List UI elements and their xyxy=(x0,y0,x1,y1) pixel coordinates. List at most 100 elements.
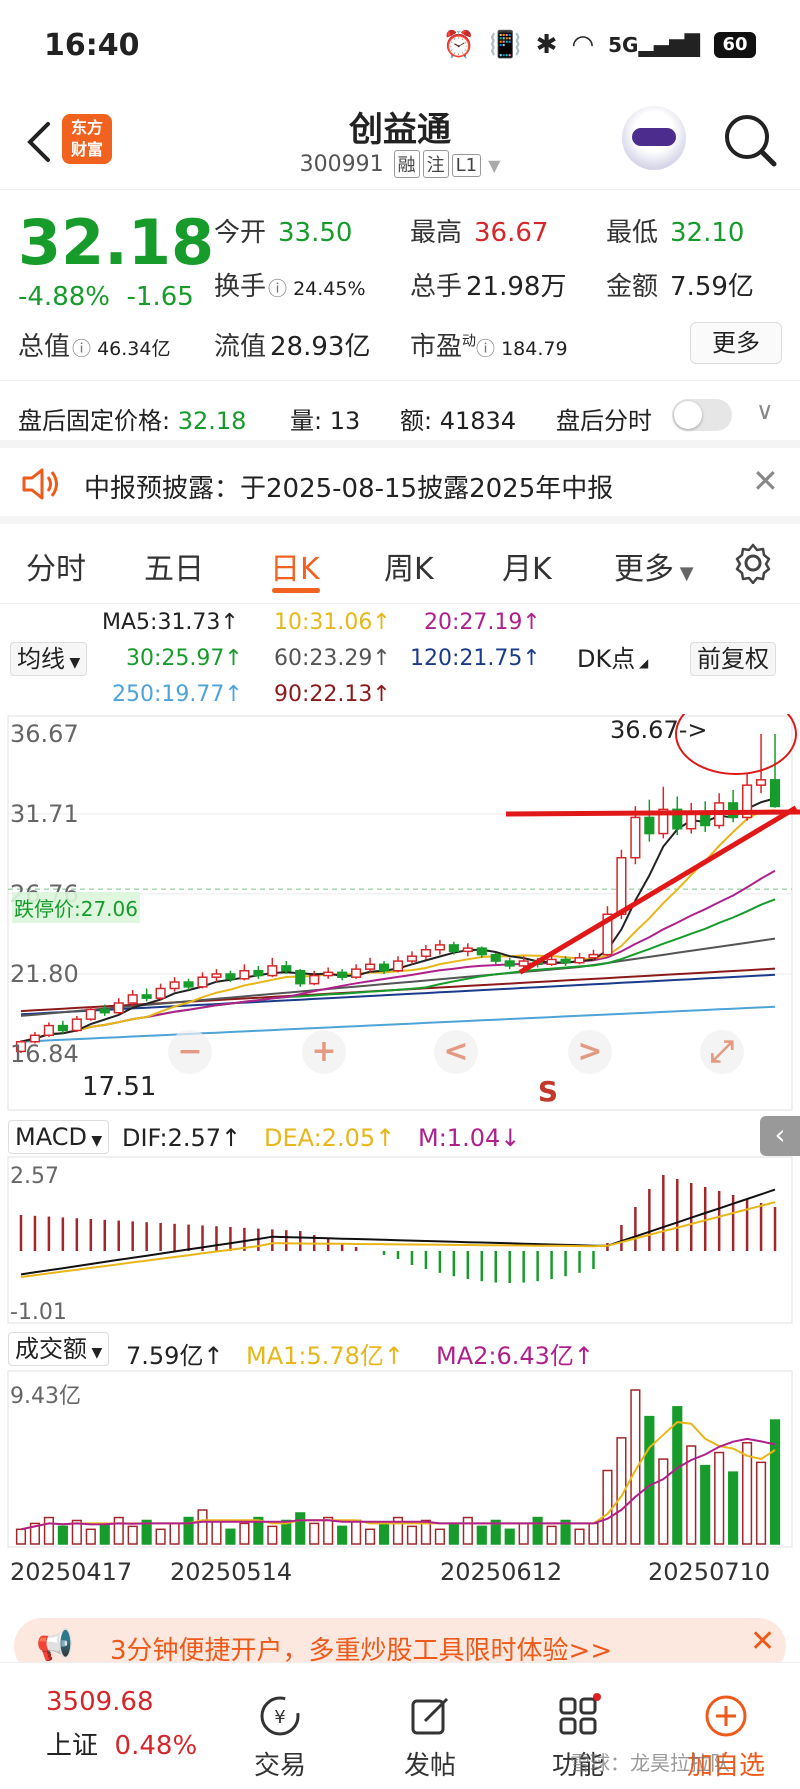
after-hours-toggle[interactable] xyxy=(672,399,732,431)
x-label-1: 20250417 xyxy=(10,1558,133,1586)
tab-daily-k[interactable]: 日K xyxy=(270,552,320,587)
stock-code-line[interactable]: 300991 融注 L1 ▼ xyxy=(0,150,800,178)
logo-text-top: 东方 xyxy=(70,118,103,137)
index-ticker[interactable]: 3509.68 上证 0.48% xyxy=(46,1687,216,1762)
nav-post-label: 发帖 xyxy=(403,1751,456,1781)
candle-body xyxy=(742,784,753,819)
candle-body xyxy=(392,960,404,972)
nav-trade-label: 交易 xyxy=(253,1751,306,1781)
tab-monthly-k[interactable]: 月K xyxy=(502,552,552,587)
promo-text: 3分钟便捷开户，多重炒股工具限时体验>> xyxy=(110,1636,613,1666)
dk-point-button[interactable]: DK点 ◢ xyxy=(570,642,656,676)
volume-ma1-label: MA1:5.78亿↑ xyxy=(246,1342,405,1370)
notice-bar[interactable]: 中报预披露：于2025-08-15披露2025年中报 ✕ xyxy=(0,448,800,524)
y-tick-label: 31.71 xyxy=(10,800,79,828)
more-quote-button[interactable]: 更多 xyxy=(690,322,782,364)
status-time: 16:40 xyxy=(44,28,140,63)
volume-bar xyxy=(141,1519,152,1545)
volume-bar xyxy=(560,1519,571,1545)
ma-select-button[interactable]: 均线 ▼ xyxy=(10,642,88,676)
tag-margin: 融 xyxy=(393,150,420,178)
chart-tool-3[interactable]: S xyxy=(537,1075,559,1108)
low-value: 32.10 xyxy=(670,218,745,248)
annotation-trend-line xyxy=(518,805,798,975)
volume-bar xyxy=(351,1519,362,1545)
candle-body xyxy=(295,969,306,985)
volume-header: 成交额 ▼ 7.59亿↑ MA1:5.78亿↑ MA2:6.43亿↑ xyxy=(0,1328,800,1370)
volume-bar xyxy=(43,1516,54,1545)
settings-gear-icon[interactable] xyxy=(732,542,774,584)
candle-body xyxy=(616,857,627,916)
ma-select-label: 均线 xyxy=(17,645,65,673)
ma-legend: MA5:31.73↑ 10:31.06↑ 20:27.19↑ 均线 ▼ 30:2… xyxy=(0,604,800,714)
dropdown-triangle-icon: ▼ xyxy=(488,156,501,175)
nav-add-watchlist[interactable]: 加自选 xyxy=(666,1693,786,1782)
volume-bar xyxy=(714,1451,725,1545)
close-icon[interactable]: ✕ xyxy=(752,462,779,500)
nav-add-watchlist-label: 加自选 xyxy=(686,1751,765,1781)
ma60-line xyxy=(20,937,776,1017)
pe-value: 184.79 xyxy=(501,338,568,360)
macd-select-button[interactable]: MACD ▼ xyxy=(8,1120,110,1154)
after-hours-toggle-label: 盘后分时 xyxy=(556,407,652,435)
volume-bar xyxy=(574,1528,585,1545)
info-icon[interactable]: ⓘ xyxy=(476,338,502,360)
ma120-line xyxy=(20,973,776,1016)
period-tabs: 分时 五日 日K 周K 月K 更多 ▼ xyxy=(0,524,800,604)
volume-bar xyxy=(281,1519,292,1545)
volume-bar xyxy=(434,1528,445,1545)
candle-body xyxy=(15,1040,27,1053)
candle-body xyxy=(239,969,250,980)
ma20-label: 20:27.19↑ xyxy=(424,610,541,635)
volume-bar xyxy=(518,1522,529,1545)
dk-point-label: DK点 xyxy=(577,645,636,673)
tab-weekly-k[interactable]: 周K xyxy=(384,552,434,587)
nav-trade[interactable]: ¥ 交易 xyxy=(220,1693,340,1782)
index-value: 3509.68 xyxy=(46,1687,154,1717)
amount-label: 金额 xyxy=(606,272,659,302)
volume-bar xyxy=(99,1522,110,1545)
close-icon[interactable]: ✕ xyxy=(750,1624,776,1659)
info-icon[interactable]: ⓘ xyxy=(268,278,294,300)
tab-more[interactable]: 更多 ▼ xyxy=(614,544,694,588)
volume-select-button[interactable]: 成交额 ▼ xyxy=(8,1332,110,1366)
chart-tool-5[interactable]: ⤢ xyxy=(700,1030,744,1074)
candle-body xyxy=(378,963,390,972)
limit-down-label: 跌停价:27.06 xyxy=(12,892,140,923)
low-price-marker: 17.51 xyxy=(82,1072,157,1102)
chart-tool-0[interactable]: − xyxy=(168,1030,212,1074)
after-hours-volume: 量: 13 xyxy=(290,401,360,436)
chart-tool-2[interactable]: < xyxy=(434,1030,478,1074)
chart-tool-4[interactable]: > xyxy=(568,1030,612,1074)
functions-grid-icon xyxy=(559,1693,601,1735)
volume-bar xyxy=(546,1525,557,1545)
assistant-robot-icon[interactable] xyxy=(622,106,686,170)
high-cell: 最高 36.67 xyxy=(410,212,548,249)
price-adjust-button[interactable]: 前复权 xyxy=(690,642,776,676)
tab-intraday[interactable]: 分时 xyxy=(26,552,86,587)
candle-body xyxy=(448,944,459,953)
candle-body xyxy=(351,968,362,978)
ma250-line xyxy=(20,1005,776,1043)
nav-post[interactable]: 发帖 xyxy=(370,1693,490,1782)
candle-body xyxy=(560,958,571,964)
open-label: 今开 xyxy=(214,218,267,248)
candle-body xyxy=(672,808,683,830)
info-icon[interactable]: ⓘ xyxy=(72,338,98,360)
candle-body xyxy=(434,944,445,951)
nav-functions[interactable]: 功能 xyxy=(518,1693,638,1782)
stock-header: 东方 财富 创益通 300991 融注 L1 ▼ xyxy=(0,96,800,190)
collapse-panel-icon[interactable]: ‹ xyxy=(760,1116,800,1156)
chart-tool-1[interactable]: + xyxy=(302,1030,346,1074)
expand-chevron-icon[interactable]: ∨ xyxy=(756,397,774,425)
candle-body xyxy=(644,816,655,835)
volume-chart[interactable] xyxy=(0,1370,800,1550)
candle-body xyxy=(574,957,585,964)
tab-five-day[interactable]: 五日 xyxy=(144,552,204,587)
back-arrow-icon[interactable] xyxy=(20,116,60,168)
macd-chart[interactable] xyxy=(0,1156,800,1326)
bluetooth-icon: ✱ xyxy=(535,30,558,60)
search-icon[interactable] xyxy=(720,110,780,170)
candle-body xyxy=(57,1024,68,1032)
